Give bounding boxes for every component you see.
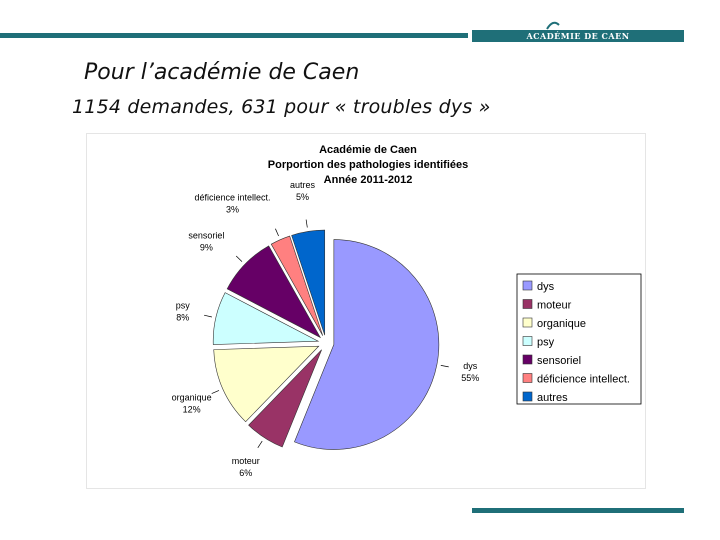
legend-box (516, 273, 642, 405)
pie-slice-d-ficience-intellect- (270, 235, 324, 336)
leader-line (235, 255, 243, 262)
legend-entry-autres: autres (537, 392, 568, 404)
chart-title-line-3: Année 2011-2012 (324, 174, 413, 186)
leader-line (257, 440, 263, 448)
leader-line (275, 228, 279, 237)
chart-title-line-1: Académie de Caen (319, 144, 417, 156)
slice-value-d-ficience-intellect-: 3% (226, 205, 239, 215)
legend-swatch (522, 299, 533, 309)
legend-swatch (522, 354, 533, 365)
legend-swatch (522, 317, 533, 328)
slice-value-autres: 5% (296, 192, 309, 202)
slide-subtitle: 1154 demandes, 631 pour « troubles dys » (72, 96, 491, 118)
slide-title: Pour l’académie de Caen (84, 60, 360, 85)
slice-value-moteur: 6% (239, 468, 252, 478)
top-rule-left (0, 33, 468, 38)
legend-swatch (522, 280, 533, 291)
slice-value-psy: 8% (176, 312, 189, 322)
slice-label-dys: dys (463, 361, 478, 371)
leader-line (204, 314, 212, 318)
slice-label-sensoriel: sensoriel (188, 231, 224, 241)
legend-entry-dys: dys (537, 281, 555, 293)
pie-chart-svg: Académie de Caen Porportion des pathologi… (172, 144, 642, 478)
bottom-rule (472, 508, 684, 513)
legend-entry-sensoriel: sensoriel (537, 355, 581, 367)
slice-value-sensoriel: 9% (200, 243, 213, 253)
brand-accent-icon (546, 21, 560, 30)
pie-chart: Académie de Caen Porportion des pathologi… (86, 133, 646, 489)
slice-label-organique: organique (172, 393, 212, 403)
chart-title-line-2: Porportion des pathologies identifiées (268, 159, 468, 171)
legend-swatch (522, 391, 533, 402)
legend-entry-moteur: moteur (537, 300, 572, 312)
slice-label-autres: autres (290, 180, 316, 190)
pie-slice-dys (294, 239, 440, 450)
pie-slice-moteur (248, 349, 322, 448)
legend-entry-organique: organique (537, 318, 586, 330)
pie-slice-psy (212, 292, 320, 345)
leader-line (305, 219, 308, 228)
legend-swatch (522, 373, 533, 383)
slice-label-psy: psy (176, 300, 191, 310)
pie-slice-sensoriel (226, 245, 322, 339)
pie-slice-organique (213, 345, 320, 423)
brand-logo: ACADÉMIE DE CAEN (472, 30, 684, 42)
slice-value-dys: 55% (461, 373, 479, 383)
slice-label-moteur: moteur (232, 456, 260, 466)
leader-line (211, 390, 220, 394)
slice-value-organique: 12% (183, 405, 201, 415)
leader-line (440, 365, 449, 368)
legend-entry-psy: psy (537, 337, 555, 349)
pie-slice-autres (291, 229, 326, 336)
slice-label-d-ficience-intellect-: déficience intellect. (194, 193, 270, 203)
legend-swatch (522, 336, 533, 346)
legend-entry-d-ficience-intellect-: déficience intellect. (537, 374, 630, 386)
